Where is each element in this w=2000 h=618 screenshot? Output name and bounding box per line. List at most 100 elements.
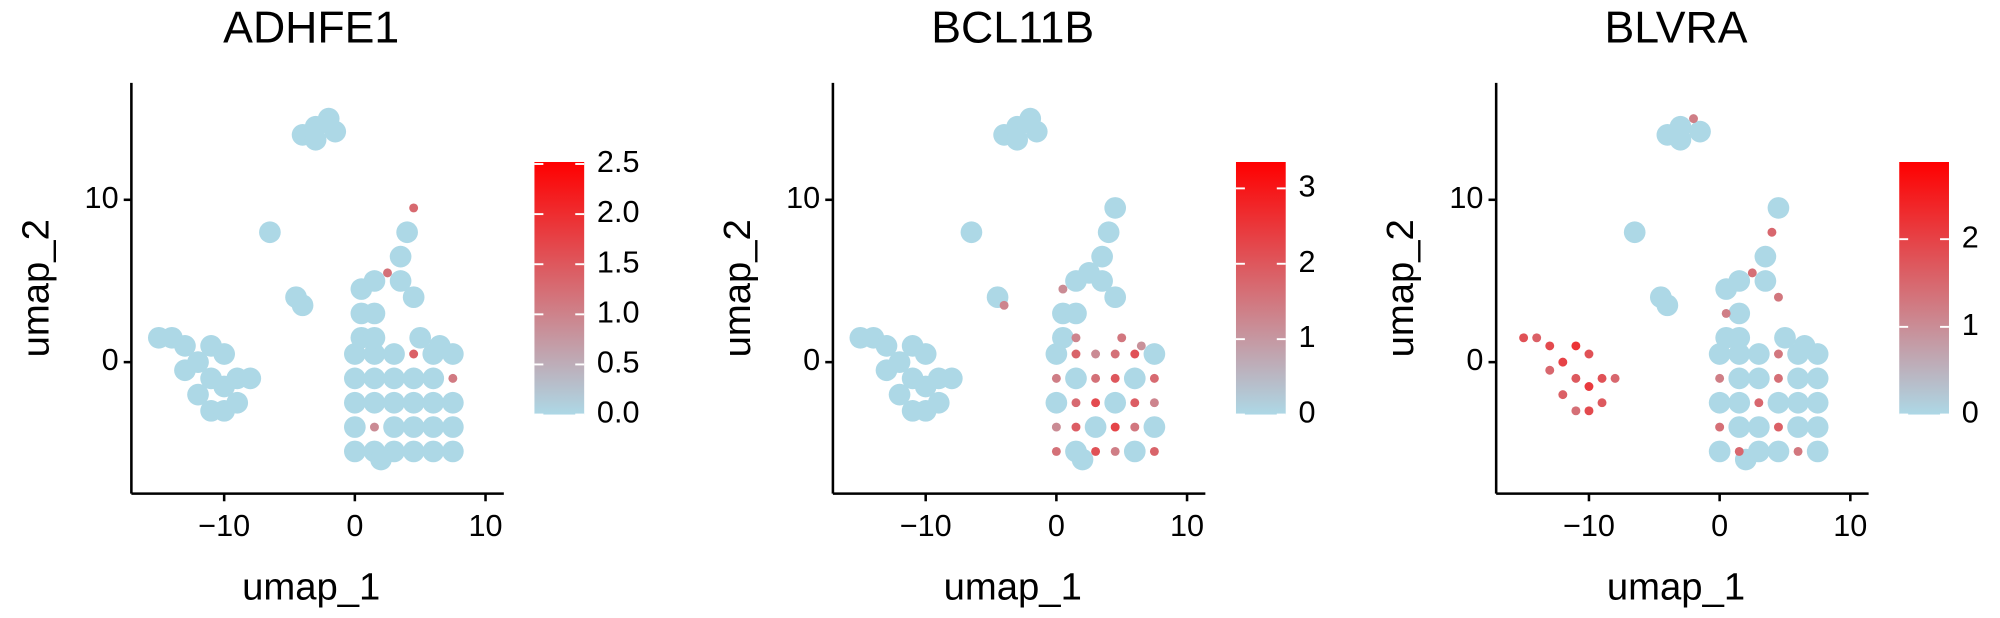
cell-point	[1806, 416, 1829, 438]
cell-point	[1767, 391, 1790, 414]
cell-point	[1091, 398, 1101, 408]
cell-point	[383, 343, 405, 365]
cell-point	[1623, 221, 1646, 244]
cell-point	[1519, 333, 1529, 343]
chart-title: ADHFE1	[223, 3, 399, 52]
cell-point	[1708, 440, 1731, 463]
cell-point	[927, 391, 950, 414]
cell-point	[409, 349, 419, 359]
cell-point	[1747, 268, 1757, 278]
cell-point	[1149, 398, 1159, 408]
cell-point	[363, 326, 386, 349]
points	[849, 107, 1166, 471]
y-tick-label: 0	[803, 343, 820, 377]
cell-point	[187, 383, 209, 406]
cell-point	[1091, 446, 1101, 456]
cell-point	[1773, 422, 1783, 432]
cell-point	[1006, 128, 1029, 151]
cell-point	[1091, 373, 1101, 383]
cell-point	[344, 367, 366, 390]
y-axis-label: umap_2	[14, 219, 57, 357]
cell-point	[1071, 398, 1081, 408]
cell-point	[1708, 391, 1731, 414]
y-tick-label: 10	[1449, 181, 1483, 215]
colorbar	[534, 161, 585, 415]
x-tick-label: −10	[198, 509, 250, 543]
points	[1519, 114, 1829, 471]
cell-point	[344, 440, 366, 463]
cell-point	[1065, 367, 1087, 390]
cell-point	[1091, 245, 1113, 268]
colorbar-tick-label: 1	[1298, 320, 1315, 354]
cell-point	[1123, 367, 1146, 390]
cell-point	[1097, 221, 1120, 244]
cell-point	[1806, 391, 1829, 414]
cell-point	[226, 391, 249, 414]
y-tick-label: 0	[102, 343, 119, 377]
cell-point	[1767, 227, 1777, 237]
cell-point	[1787, 416, 1809, 438]
cell-point	[1584, 382, 1594, 391]
cell-point	[1532, 333, 1542, 343]
cell-point	[1787, 391, 1809, 414]
cell-point	[1708, 343, 1731, 365]
cell-point	[1130, 398, 1140, 408]
cell-point	[1748, 343, 1770, 365]
cell-point	[1558, 357, 1568, 367]
cell-point	[1071, 333, 1081, 343]
cell-point	[383, 391, 405, 414]
cell-point	[363, 302, 386, 325]
cell-point	[402, 286, 425, 309]
cell-point	[1773, 349, 1783, 359]
cell-point	[1728, 391, 1751, 414]
cell-point	[304, 128, 327, 151]
cell-point	[259, 221, 281, 244]
x-tick-label: 0	[1711, 509, 1728, 543]
colorbar-tick-label: 1.5	[597, 245, 640, 279]
x-tick-label: −10	[1563, 509, 1615, 543]
y-axis-label: umap_2	[1379, 219, 1422, 357]
cell-point	[1584, 406, 1594, 416]
cell-point	[442, 391, 464, 414]
cell-point	[422, 391, 445, 414]
cell-point	[396, 221, 418, 244]
cell-point	[1767, 197, 1790, 219]
cell-point	[999, 300, 1009, 310]
cell-point	[1721, 308, 1731, 318]
cell-point	[363, 270, 386, 292]
cell-point	[1110, 373, 1120, 383]
cell-point	[422, 416, 445, 438]
cell-point	[1143, 416, 1166, 438]
cell-point	[1728, 416, 1751, 438]
colorbar-tick-label: 0.5	[597, 346, 640, 380]
cell-point	[422, 440, 445, 463]
cell-point	[1130, 349, 1140, 359]
colorbar-tick-label: 3	[1298, 169, 1315, 203]
colorbar	[1899, 161, 1949, 415]
cell-point	[1149, 373, 1159, 383]
cell-point	[187, 351, 209, 373]
cell-point	[1110, 446, 1120, 456]
cell-point	[1806, 367, 1829, 390]
colorbar-tick-label: 2	[1962, 220, 1979, 254]
cell-point	[1767, 440, 1790, 463]
x-tick-label: 0	[346, 509, 363, 543]
x-tick-label: 0	[1048, 509, 1065, 543]
y-tick-label: 10	[85, 181, 119, 215]
cell-point	[442, 416, 464, 438]
cell-point	[1051, 446, 1061, 456]
cell-point	[940, 367, 963, 390]
cell-point	[1793, 335, 1816, 357]
cell-point	[409, 326, 432, 349]
x-tick-label: 10	[468, 509, 502, 543]
cell-point	[960, 221, 983, 244]
cell-point	[1597, 398, 1607, 408]
cell-point	[324, 120, 347, 143]
cell-point	[363, 391, 386, 414]
cell-point	[1051, 422, 1061, 432]
cell-point	[1545, 365, 1555, 375]
cell-point	[1071, 422, 1081, 432]
cell-point	[1571, 373, 1581, 383]
cell-point	[1728, 270, 1751, 292]
cell-point	[402, 391, 425, 414]
